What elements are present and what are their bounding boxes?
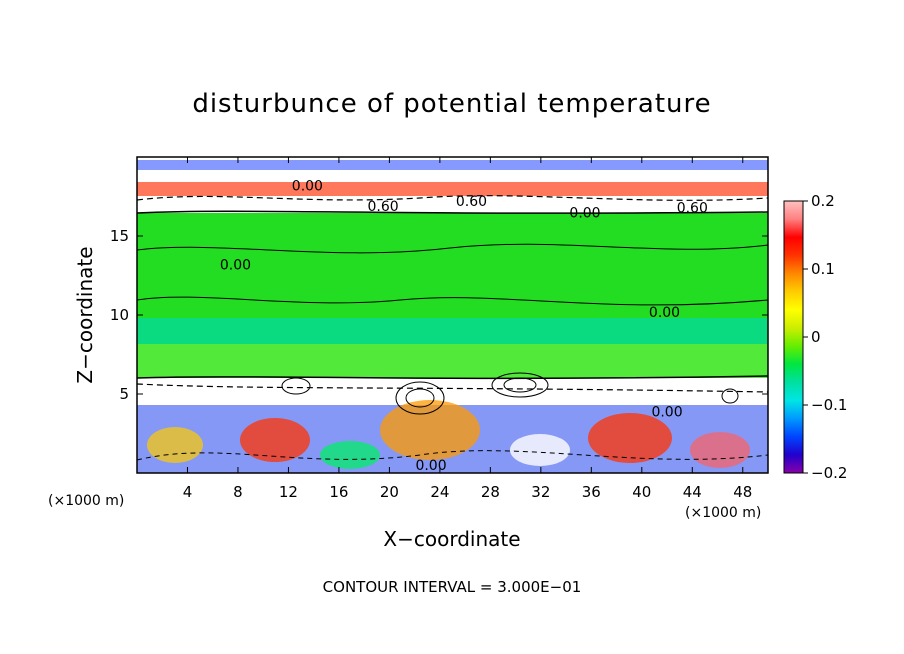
x-tick-label: 28 bbox=[481, 483, 500, 501]
contour-line bbox=[137, 210, 768, 214]
y-axis-ticks: 5 10 15 bbox=[110, 227, 768, 403]
x-tick-label: 4 bbox=[183, 483, 193, 501]
x-axis-ticks: 4 8 12 16 20 24 28 32 36 40 44 48 bbox=[183, 157, 752, 501]
contour-cluster bbox=[281, 372, 739, 415]
contour-value-label: 0.00 bbox=[649, 305, 680, 321]
x-tick-label: 36 bbox=[582, 483, 601, 501]
top-band-blue-stripe bbox=[137, 160, 768, 170]
x-tick-label: 8 bbox=[233, 483, 243, 501]
turbulent-cell bbox=[147, 427, 203, 463]
colorbar-tick-label: −0.2 bbox=[811, 464, 847, 482]
contour-line bbox=[137, 195, 768, 201]
contour-value-label: 0.60 bbox=[677, 201, 708, 217]
turbulent-cell bbox=[510, 434, 570, 466]
middle-band-lower-layer bbox=[137, 344, 768, 378]
turbulent-cell bbox=[380, 400, 480, 460]
middle-band-cyan-layer bbox=[137, 318, 768, 344]
contour-line bbox=[137, 375, 768, 380]
x-tick-label: 16 bbox=[329, 483, 348, 501]
chart-title: disturbunce of potential temperature bbox=[192, 89, 711, 119]
colorbar bbox=[783, 200, 804, 474]
y-tick-label: 15 bbox=[110, 227, 129, 245]
turbulent-cell bbox=[588, 413, 672, 463]
colorbar-tick-label: 0.2 bbox=[811, 192, 835, 210]
contour-value-label: 0.00 bbox=[220, 257, 251, 273]
x-tick-label: 24 bbox=[430, 483, 449, 501]
top-band-red-stripe bbox=[137, 182, 768, 196]
contour-value-label: 0.00 bbox=[651, 404, 682, 420]
contour-value-label: 0.60 bbox=[456, 194, 487, 210]
y-tick-label: 10 bbox=[110, 306, 129, 324]
x-tick-label: 40 bbox=[632, 483, 651, 501]
contour-line bbox=[137, 243, 768, 254]
contour-value-label: 0.00 bbox=[292, 178, 323, 194]
contour-value-label: 0.00 bbox=[415, 458, 446, 474]
x-unit-label-right: (×1000 m) bbox=[685, 505, 761, 521]
turbulent-cell bbox=[320, 441, 380, 469]
colorbar-tick-label: 0 bbox=[811, 328, 821, 346]
x-axis-label: X−coordinate bbox=[383, 527, 520, 551]
contour-value-label: 0.60 bbox=[368, 199, 399, 215]
y-axis-label: Z−coordinate bbox=[73, 246, 97, 383]
heatmap-field bbox=[137, 157, 768, 473]
colorbar-ticks: 0.2 0.1 0 −0.1 −0.2 bbox=[803, 192, 847, 482]
contour-labels: 0.00 0.60 0.60 0.00 0.60 0.00 0.00 0.00 0.00 bbox=[220, 178, 708, 474]
x-tick-label: 48 bbox=[733, 483, 752, 501]
colorbar-tick-label: 0.1 bbox=[811, 260, 835, 278]
y-tick-label: 5 bbox=[119, 385, 129, 403]
turbulent-cell bbox=[240, 418, 310, 462]
contour-interval-note: CONTOUR INTERVAL = 3.000E−01 bbox=[323, 578, 582, 596]
turbulent-cell bbox=[690, 432, 750, 468]
x-unit-label-left: (×1000 m) bbox=[48, 493, 124, 509]
contour-value-label: 0.00 bbox=[569, 205, 600, 221]
contour-line bbox=[137, 296, 768, 306]
x-tick-label: 20 bbox=[380, 483, 399, 501]
colorbar-tick-label: −0.1 bbox=[811, 396, 847, 414]
x-tick-label: 12 bbox=[279, 483, 298, 501]
x-tick-label: 44 bbox=[683, 483, 702, 501]
contour-line bbox=[137, 450, 768, 461]
x-tick-label: 32 bbox=[531, 483, 550, 501]
contour-line bbox=[137, 383, 768, 393]
